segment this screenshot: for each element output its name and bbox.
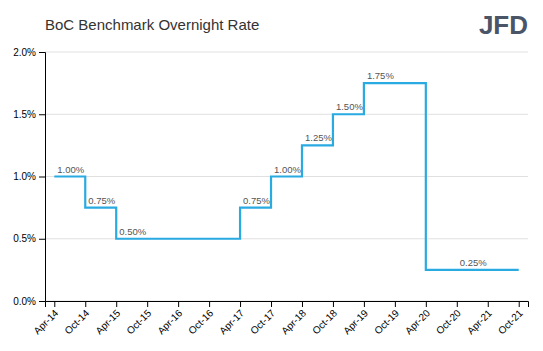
annotation: 1.00% xyxy=(274,164,301,175)
x-tick-mark xyxy=(209,301,210,307)
x-tick: Apr-15 xyxy=(93,301,122,336)
y-axis-line xyxy=(39,53,46,302)
x-tick-label: Oct-20 xyxy=(434,307,463,336)
x-tick-mark xyxy=(488,301,489,307)
x-tick-mark xyxy=(426,301,427,307)
x-tick-label: Apr-19 xyxy=(341,307,370,336)
x-tick-mark xyxy=(519,301,520,307)
x-tick-label: Oct-16 xyxy=(186,307,215,336)
annotation: 1.50% xyxy=(336,101,363,112)
x-tick-label: Oct-14 xyxy=(62,307,91,336)
chart: 0.0%0.5%1.0%1.5%2.0%Apr-14Oct-14Apr-15Oc… xyxy=(0,0,543,351)
x-tick: Apr-18 xyxy=(279,301,308,336)
x-tick: Oct-21 xyxy=(496,301,525,336)
x-tick-label: Oct-18 xyxy=(310,307,339,336)
annotation: 1.25% xyxy=(305,132,332,143)
y-tick: 0.0% xyxy=(13,296,45,307)
y-tick-mark xyxy=(39,239,45,240)
x-tick-mark xyxy=(364,301,365,307)
y-tick-mark xyxy=(39,114,45,115)
x-tick-label: Apr-15 xyxy=(93,307,122,336)
x-tick-label: Apr-14 xyxy=(31,307,60,336)
x-tick-label: Apr-18 xyxy=(279,307,308,336)
x-tick-label: Apr-17 xyxy=(217,307,246,336)
y-axis: 0.0% 0.5% 1.0% 1.5% 2.0% xyxy=(13,47,45,307)
x-tick-label: Oct-21 xyxy=(496,307,525,336)
x-tick-mark xyxy=(85,301,86,307)
x-tick-mark xyxy=(395,301,396,307)
y-tick-label: 1.0% xyxy=(13,171,36,182)
x-tick: Oct-14 xyxy=(62,301,91,336)
plot-area xyxy=(54,83,518,270)
annotation: 0.50% xyxy=(119,226,146,237)
x-tick-mark xyxy=(178,301,179,307)
logo: JFD xyxy=(479,10,528,40)
y-tick-mark xyxy=(39,301,45,302)
x-tick: Oct-20 xyxy=(434,301,463,336)
annotations: 1.00% 0.75% 0.50% 0.75% 1.00% 1.25% 1.50% 1.75%… xyxy=(57,70,487,268)
y-tick-label: 2.0% xyxy=(13,47,36,58)
grid xyxy=(45,52,528,301)
x-tick: Oct-15 xyxy=(124,301,153,336)
x-tick: Oct-17 xyxy=(248,301,277,336)
x-axis: Apr-14Oct-14Apr-15Oct-15Apr-16Oct-16Apr-… xyxy=(31,301,528,336)
x-tick-label: Oct-15 xyxy=(124,307,153,336)
annotation: 0.25% xyxy=(460,257,487,268)
y-tick-label: 0.0% xyxy=(13,296,36,307)
x-tick: Oct-18 xyxy=(310,301,339,336)
grid-line xyxy=(45,114,528,115)
x-tick-mark xyxy=(333,301,334,307)
title: BoC Benchmark Overnight Rate xyxy=(45,16,259,33)
y-tick-mark xyxy=(39,52,45,53)
x-tick-mark xyxy=(302,301,303,307)
x-tick-mark xyxy=(116,301,117,307)
y-tick: 2.0% xyxy=(13,47,45,58)
annotation: 0.75% xyxy=(88,195,115,206)
y-tick: 1.5% xyxy=(13,109,45,120)
x-tick-label: Apr-16 xyxy=(155,307,184,336)
y-tick-mark xyxy=(39,177,45,178)
x-tick-mark xyxy=(271,301,272,307)
y-tick: 0.5% xyxy=(13,233,45,244)
x-tick-mark xyxy=(240,301,241,307)
x-tick-mark xyxy=(457,301,458,307)
x-tick: Oct-19 xyxy=(372,301,401,336)
x-tick-mark xyxy=(147,301,148,307)
annotation: 0.75% xyxy=(243,195,270,206)
x-tick: Apr-21 xyxy=(465,301,494,336)
x-axis-line xyxy=(46,302,529,308)
x-tick-mark xyxy=(54,301,55,307)
x-tick-label: Apr-20 xyxy=(403,307,432,336)
x-tick-label: Oct-17 xyxy=(248,307,277,336)
y-tick-label: 1.5% xyxy=(13,109,36,120)
x-tick: Apr-20 xyxy=(403,301,432,336)
annotation: 1.00% xyxy=(57,164,84,175)
x-tick-label: Apr-21 xyxy=(465,307,494,336)
step-line xyxy=(54,83,518,270)
x-tick: Apr-16 xyxy=(155,301,184,336)
grid-line xyxy=(45,52,528,53)
x-tick: Apr-19 xyxy=(341,301,370,336)
y-tick-label: 0.5% xyxy=(13,233,36,244)
x-tick-label: Oct-19 xyxy=(372,307,401,336)
y-tick: 1.0% xyxy=(13,171,45,182)
x-tick: Apr-14 xyxy=(31,301,60,336)
annotation: 1.75% xyxy=(367,70,394,81)
x-tick: Oct-16 xyxy=(186,301,215,336)
x-tick: Apr-17 xyxy=(217,301,246,336)
